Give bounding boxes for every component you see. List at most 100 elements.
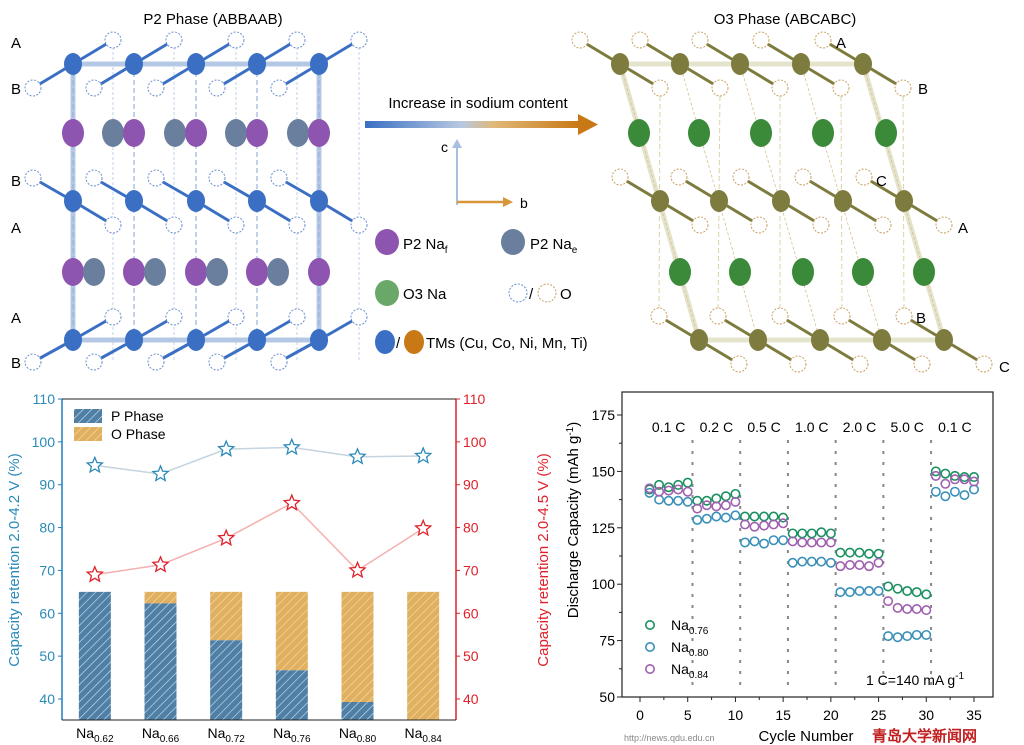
data-point bbox=[930, 486, 941, 497]
oxygen-atom bbox=[711, 79, 729, 97]
legend-marker bbox=[644, 663, 655, 674]
oxygen-atom bbox=[147, 169, 165, 187]
p2-nae-atom bbox=[287, 119, 309, 147]
oxygen-atom bbox=[670, 168, 688, 186]
layer-label: A bbox=[11, 220, 21, 237]
b-axis-arrow-head bbox=[503, 197, 513, 207]
data-point bbox=[911, 604, 922, 615]
star-marker bbox=[151, 464, 170, 482]
x-tick-label: 30 bbox=[918, 707, 934, 723]
layer-label: C bbox=[999, 359, 1010, 376]
p2-naf-atom bbox=[185, 258, 207, 286]
o3-na-legend-label: O3 Na bbox=[403, 286, 447, 303]
data-point bbox=[797, 528, 808, 539]
star-marker bbox=[217, 439, 236, 457]
data-point bbox=[759, 511, 770, 522]
data-point bbox=[739, 537, 750, 548]
p2-naf-atom bbox=[308, 258, 330, 286]
tm-atom bbox=[310, 190, 328, 212]
star-marker bbox=[85, 564, 104, 583]
p-phase-bar bbox=[275, 670, 308, 720]
o-phase-bar bbox=[341, 591, 374, 702]
data-point bbox=[663, 495, 674, 506]
o3-na-atom bbox=[669, 258, 691, 286]
x-axis-title: Cycle Number bbox=[758, 728, 853, 745]
o3-na-atom bbox=[688, 119, 710, 147]
data-point bbox=[959, 490, 970, 501]
oxygen-legend-label: O bbox=[560, 286, 572, 303]
tm-atom bbox=[873, 329, 891, 351]
data-point bbox=[730, 510, 741, 521]
tm-atom bbox=[125, 329, 143, 351]
tm-atom bbox=[811, 329, 829, 351]
data-point bbox=[711, 501, 722, 512]
oxygen-atom bbox=[651, 79, 669, 97]
x-tick-label: 0 bbox=[636, 707, 644, 723]
oxygen-atom bbox=[227, 308, 245, 326]
data-point bbox=[816, 527, 827, 538]
legend-slash-tm: / bbox=[396, 335, 401, 352]
guide-line bbox=[800, 63, 883, 341]
oxygen-atom bbox=[571, 31, 589, 49]
rate-label: 0.1 C bbox=[938, 419, 971, 435]
data-point bbox=[673, 484, 684, 495]
data-point bbox=[682, 486, 693, 497]
data-point bbox=[749, 536, 760, 547]
data-point bbox=[940, 468, 951, 479]
legend-label: Na0.80 bbox=[671, 639, 709, 659]
right-tick-label: 80 bbox=[463, 520, 479, 536]
p-phase-bar bbox=[78, 591, 111, 720]
star-marker bbox=[217, 528, 236, 547]
o-phase-bar bbox=[407, 591, 440, 721]
data-point bbox=[749, 511, 760, 522]
y-tick-label: 50 bbox=[599, 689, 615, 705]
y-tick-label: 125 bbox=[592, 520, 616, 536]
x-tick-label: Na0.76 bbox=[273, 725, 311, 745]
x-tick-label: 25 bbox=[871, 707, 887, 723]
oxygen-atom bbox=[85, 169, 103, 187]
data-point bbox=[883, 631, 894, 642]
data-point bbox=[692, 514, 703, 525]
o3-na-atom bbox=[913, 258, 935, 286]
p2-nae-atom bbox=[206, 258, 228, 286]
tm-atom bbox=[248, 53, 266, 75]
star-marker bbox=[151, 555, 170, 573]
data-point bbox=[673, 479, 684, 490]
watermark-url: http://news.qdu.edu.cn bbox=[624, 733, 715, 743]
data-point bbox=[883, 596, 894, 607]
p2-nae-atom bbox=[267, 258, 289, 286]
data-point bbox=[711, 511, 722, 522]
x-tick-label: Na0.84 bbox=[404, 725, 442, 745]
data-point bbox=[844, 547, 855, 558]
tm-atom bbox=[611, 53, 629, 75]
oxygen-atom bbox=[147, 79, 165, 97]
tm-atom bbox=[792, 53, 810, 75]
data-point bbox=[864, 561, 875, 572]
oxygen-atom bbox=[832, 79, 850, 97]
tm-atom bbox=[64, 190, 82, 212]
oxygen-atom bbox=[894, 79, 912, 97]
layer-label: B bbox=[916, 310, 926, 327]
tm-atom bbox=[64, 53, 82, 75]
x-tick-label: 5 bbox=[684, 707, 692, 723]
right-tick-label: 40 bbox=[463, 691, 479, 707]
layer-label: B bbox=[11, 81, 21, 98]
legend-marker bbox=[644, 641, 655, 652]
p2-naf-atom bbox=[62, 119, 84, 147]
y-tick-label: 175 bbox=[592, 407, 616, 423]
y-tick-label: 150 bbox=[592, 463, 616, 479]
right-tick-label: 60 bbox=[463, 605, 479, 621]
p2-nae-legend-label: P2 Nae bbox=[530, 236, 578, 256]
o3-na-atom bbox=[852, 258, 874, 286]
left-tick-label: 80 bbox=[39, 520, 55, 536]
data-point bbox=[816, 556, 827, 567]
oxygen-atom bbox=[350, 216, 368, 234]
o3-na-legend-marker bbox=[375, 280, 399, 306]
data-point bbox=[854, 547, 865, 558]
c-axis-label: c bbox=[441, 139, 448, 155]
tm-atom bbox=[187, 53, 205, 75]
data-point bbox=[692, 503, 703, 514]
data-point bbox=[797, 556, 808, 567]
data-point bbox=[759, 538, 770, 549]
oxygen-atom bbox=[104, 31, 122, 49]
